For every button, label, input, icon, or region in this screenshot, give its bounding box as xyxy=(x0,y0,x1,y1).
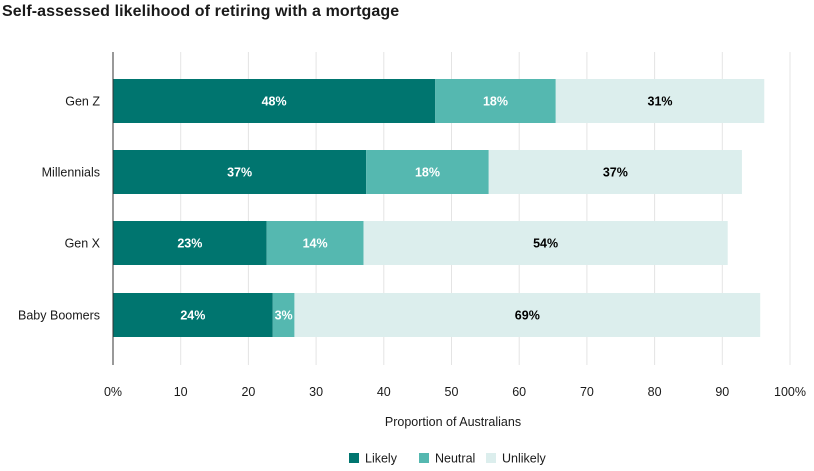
legend-swatch xyxy=(419,453,429,463)
bar-segment xyxy=(113,150,367,194)
legend-label: Unlikely xyxy=(502,452,547,466)
data-label: 48% xyxy=(262,95,287,109)
bar-segment xyxy=(113,293,273,337)
data-label: 54% xyxy=(533,237,558,251)
x-tick-label: 10 xyxy=(174,385,188,399)
x-tick-label: 60 xyxy=(512,385,526,399)
category-label: Millennials xyxy=(42,166,100,180)
category-labels: Gen Z Millennials Gen X Baby Boomers xyxy=(18,95,101,323)
category-label: Baby Boomers xyxy=(18,309,100,323)
data-label: 37% xyxy=(227,166,252,180)
chart-title: Self-assessed likelihood of retiring wit… xyxy=(2,3,400,20)
data-label: 14% xyxy=(303,237,328,251)
legend-swatch xyxy=(349,453,359,463)
x-tick-label: 90 xyxy=(715,385,729,399)
category-label: Gen X xyxy=(65,237,101,251)
bar-segment xyxy=(113,79,436,123)
bar-segment xyxy=(266,221,364,265)
data-label: 69% xyxy=(515,309,540,323)
legend-label: Neutral xyxy=(435,452,475,466)
category-label: Gen Z xyxy=(65,95,100,109)
legend-swatch xyxy=(486,453,496,463)
x-tick-label: 50 xyxy=(445,385,459,399)
bar-segment xyxy=(555,79,765,123)
x-tick-label: 80 xyxy=(648,385,662,399)
bar-segment xyxy=(113,221,267,265)
x-tick-label: 40 xyxy=(377,385,391,399)
bar-segment xyxy=(272,293,295,337)
data-label: 18% xyxy=(415,166,440,180)
bar-segment xyxy=(435,79,556,123)
bar-segment xyxy=(488,150,742,194)
bar-segment xyxy=(366,150,489,194)
x-axis-title: Proportion of Australians xyxy=(385,415,521,429)
data-label: 18% xyxy=(483,95,508,109)
x-tick-label: 20 xyxy=(241,385,255,399)
x-tick-label: 100% xyxy=(774,385,806,399)
bar-segment xyxy=(363,221,728,265)
legend: Likely Neutral Unlikely xyxy=(349,452,547,466)
bar-segment xyxy=(294,293,761,337)
data-label: 37% xyxy=(603,166,628,180)
legend-label: Likely xyxy=(365,452,398,466)
data-label: 23% xyxy=(177,237,202,251)
x-tick-label: 0% xyxy=(104,385,122,399)
bars: 48% 18% 31% 37% 18% 37% 23% 14% 54% 24% 3% 69% xyxy=(113,79,765,337)
x-tick-labels: 0% 10 20 30 40 50 60 70 80 90 100% xyxy=(104,385,806,399)
x-tick-label: 30 xyxy=(309,385,323,399)
data-label: 24% xyxy=(180,309,205,323)
data-label: 31% xyxy=(648,95,673,109)
data-label: 3% xyxy=(275,309,293,323)
x-tick-label: 70 xyxy=(580,385,594,399)
